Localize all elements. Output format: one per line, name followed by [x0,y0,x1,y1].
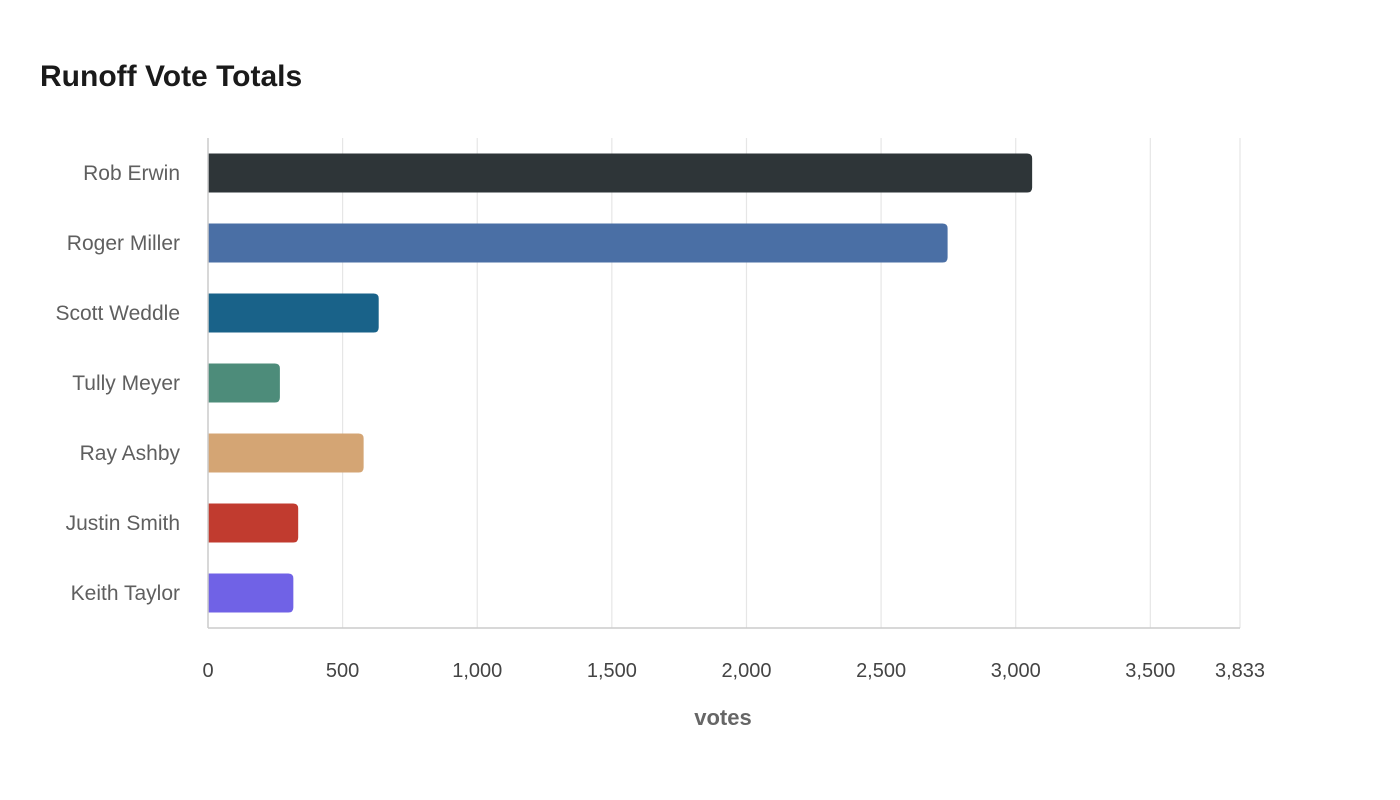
x-tick-label: 2,500 [856,660,906,682]
x-tick-label: 1,500 [587,660,637,682]
x-tick-label: 3,000 [991,660,1041,682]
category-label: Keith Taylor [71,582,180,605]
bars [208,153,1033,613]
chart-title: Runoff Vote Totals [40,60,303,93]
category-label: Ray Ashby [80,442,181,465]
bar [208,293,379,333]
bar [208,363,280,403]
x-tick-label: 3,500 [1125,660,1175,682]
bar [208,153,1033,193]
category-labels: Rob Erwin Roger Miller Scott Weddle Tully M… [55,162,180,605]
bar [208,223,948,263]
axes [207,138,1240,629]
category-label: Scott Weddle [55,302,180,325]
gridlines [342,138,1241,628]
bar [208,503,299,543]
category-label: Roger Miller [67,232,180,255]
x-tick-label: 500 [326,660,359,682]
bar [208,433,364,473]
bar [208,573,294,613]
x-tick-label: 0 [202,660,213,682]
x-tick-label: 2,000 [721,660,771,682]
x-tick-label: 3,833 [1215,660,1265,682]
category-label: Tully Meyer [72,372,180,395]
x-tick-label: 1,000 [452,660,502,682]
category-label: Justin Smith [66,512,180,535]
x-axis-title: votes [694,705,751,730]
category-label: Rob Erwin [83,162,180,185]
x-tick-labels: 0 500 1,000 1,500 2,000 2,500 3,000 3,500 3,833 [202,660,1265,682]
